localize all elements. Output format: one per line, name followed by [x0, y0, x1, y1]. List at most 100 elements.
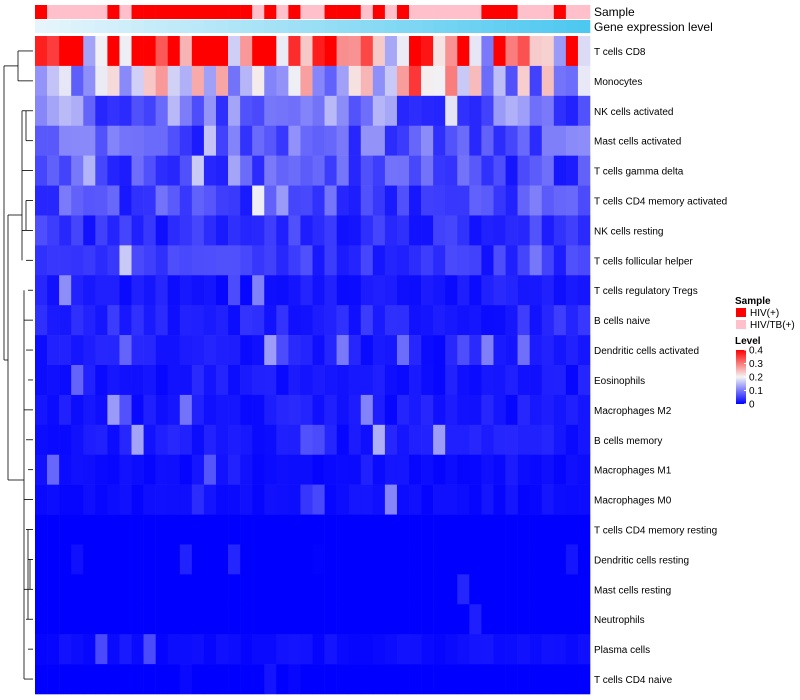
heatmap-cell [384, 574, 398, 605]
heatmap-cell [240, 365, 253, 396]
expression-annotation-cell [155, 20, 169, 33]
heatmap-cell [409, 544, 422, 575]
expression-annotation-cell [107, 20, 120, 33]
heatmap-cell [493, 394, 506, 426]
heatmap-cell [312, 125, 325, 156]
heatmap-cell [396, 185, 410, 216]
heatmap-cell [240, 185, 253, 216]
heatmap-cell [167, 574, 181, 605]
heatmap-cell [71, 365, 84, 396]
expression-annotation-cell [215, 20, 229, 33]
heatmap-cell [252, 634, 265, 665]
heatmap-cell [541, 275, 555, 306]
sample-annotation-cell [457, 5, 470, 19]
heatmap-cell [59, 394, 72, 426]
heatmap-cell [119, 574, 132, 605]
heatmap-cell [252, 185, 265, 216]
heatmap-cell [541, 664, 555, 695]
heatmap-cell [191, 664, 205, 695]
heatmap-cell [409, 365, 422, 396]
heatmap-cell [565, 634, 579, 665]
heatmap-cell [324, 394, 337, 426]
heatmap-cell [47, 514, 60, 545]
heatmap-cell [360, 215, 374, 246]
heatmap-cell [300, 454, 313, 485]
heatmap-cell [312, 155, 325, 186]
heatmap-cell [191, 245, 205, 276]
heatmap-cell [167, 65, 181, 97]
heatmap-cell [131, 484, 144, 515]
expression-track-label: Gene expression level [594, 20, 713, 34]
heatmap-cell [433, 484, 446, 515]
heatmap-cell [264, 95, 277, 127]
heatmap-cell [336, 634, 349, 665]
heatmap-cell [372, 394, 386, 426]
heatmap-cell [360, 604, 374, 635]
heatmap-cell [276, 305, 289, 336]
heatmap-cell [215, 424, 229, 456]
heatmap-cell [252, 664, 265, 695]
heatmap-cell [215, 365, 229, 396]
heatmap-cell [336, 514, 349, 545]
heatmap-cell [433, 424, 446, 456]
heatmap-cell [203, 275, 217, 306]
sample-annotation-cell [324, 5, 337, 19]
heatmap-cell [409, 484, 422, 515]
heatmap-cell [553, 305, 567, 336]
heatmap-cell [445, 245, 458, 276]
heatmap-cell [252, 155, 265, 186]
heatmap-cell [433, 305, 446, 336]
heatmap-cell [505, 394, 518, 426]
heatmap-cell [360, 394, 374, 426]
heatmap-cell [191, 454, 205, 485]
sample-legend: Sample HIV(+) HIV/TB(+) [735, 296, 795, 331]
heatmap-cell [276, 155, 289, 186]
heatmap-cell [336, 275, 349, 306]
heatmap-cell [276, 604, 289, 635]
heatmap-cell [264, 604, 277, 635]
heatmap-cell [360, 305, 374, 336]
heatmap-cell [71, 305, 84, 336]
sample-annotation-cell [348, 5, 362, 19]
heatmap-cell [553, 634, 567, 665]
heatmap-cell [348, 95, 362, 127]
heatmap-cell [143, 634, 156, 665]
heatmap-cell [35, 514, 48, 545]
row-label: Monocytes [594, 77, 642, 88]
heatmap-cell [179, 125, 193, 156]
heatmap-cell [228, 604, 241, 635]
heatmap-cell [300, 155, 313, 186]
heatmap-cell [529, 604, 543, 635]
heatmap-cell [59, 155, 72, 186]
row-label: T cells CD4 memory resting [594, 526, 717, 537]
heatmap-cell [336, 365, 349, 396]
heatmap-cell [445, 275, 458, 306]
heatmap-cell [565, 454, 579, 485]
heatmap-cell [517, 36, 530, 67]
heatmap-cell [493, 604, 506, 635]
heatmap-cell [324, 215, 337, 246]
heatmap-cell [276, 125, 289, 156]
heatmap-cell [565, 215, 579, 246]
sample-annotation-cell [59, 5, 72, 19]
heatmap-cell [143, 275, 156, 306]
heatmap-cell [300, 245, 313, 276]
heatmap-cell [541, 424, 555, 456]
heatmap-cell [215, 275, 229, 306]
heatmap-cell [191, 65, 205, 97]
heatmap-cell [107, 454, 120, 485]
heatmap-cell [228, 454, 241, 485]
heatmap-cell [288, 245, 301, 276]
heatmap-cell [300, 574, 313, 605]
heatmap-cell [445, 305, 458, 336]
expression-annotation-cell [457, 20, 470, 33]
heatmap-cell [59, 95, 72, 127]
heatmap-cell [457, 484, 470, 515]
heatmap-cell [529, 245, 543, 276]
sample-annotation-track [35, 5, 591, 19]
heatmap-cell [541, 514, 555, 545]
level-tick-label: 0.1 [749, 386, 763, 397]
heatmap-cell [71, 634, 84, 665]
heatmap-cell [324, 664, 337, 695]
heatmap-cell [119, 245, 132, 276]
